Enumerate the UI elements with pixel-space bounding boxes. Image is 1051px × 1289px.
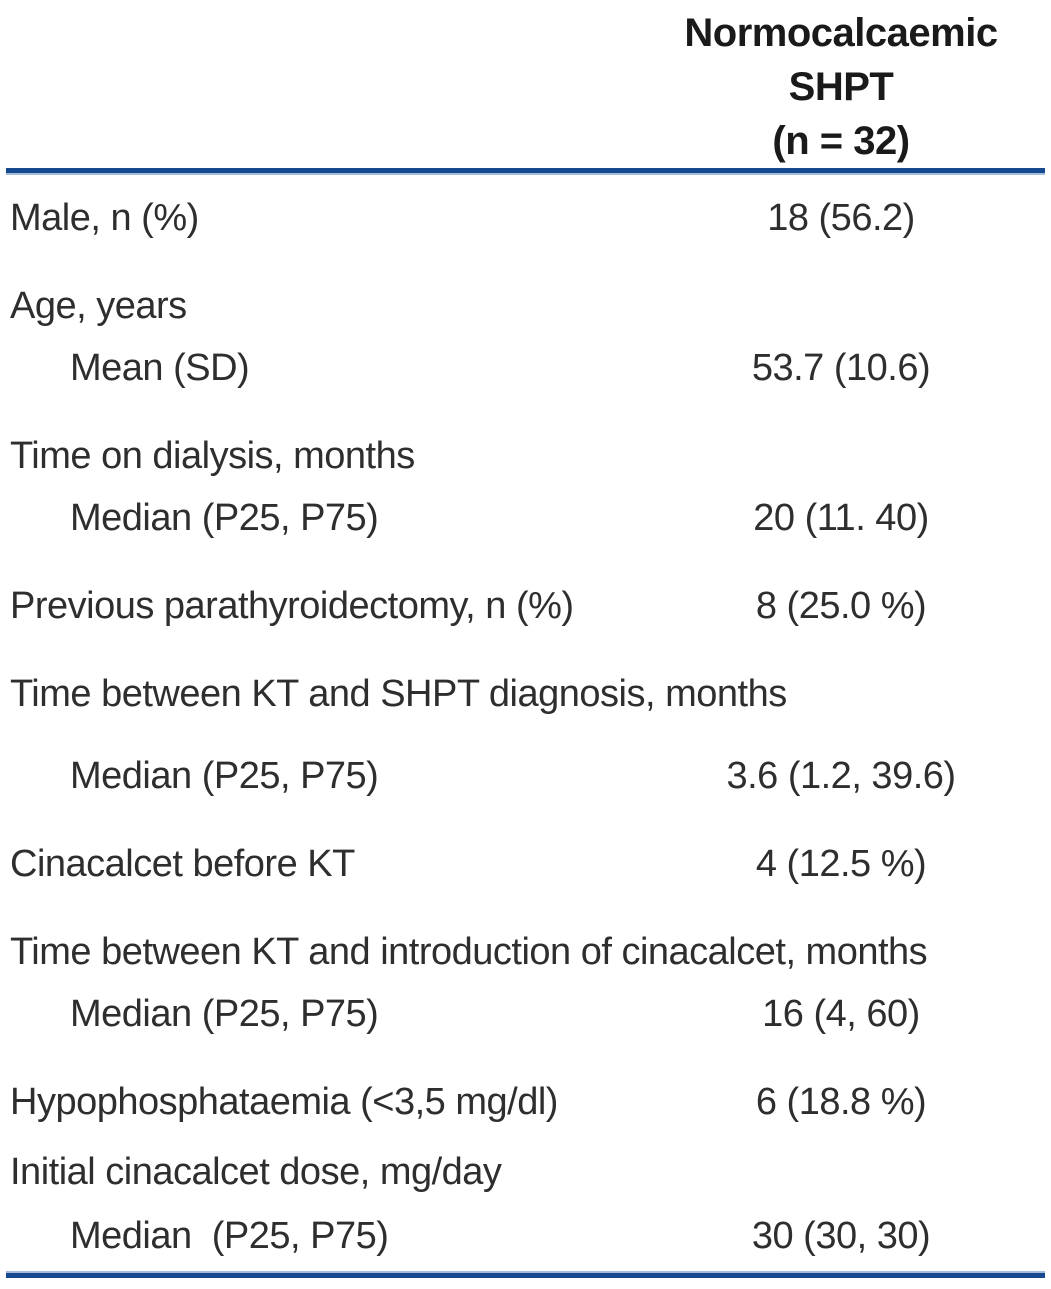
table-section: Age, years Mean (SD) 53.7 (10.6) xyxy=(10,282,1051,392)
table-row: Time between KT and SHPT diagnosis, mont… xyxy=(10,670,1051,718)
row-label: Cinacalcet before KT xyxy=(10,843,355,885)
row-value: 6 (18.8 %) xyxy=(755,1081,927,1123)
row-value: 30 (30, 30) xyxy=(751,1215,931,1257)
column-header-line: Normocalcaemic xyxy=(684,11,998,55)
row-value: 18 (56.2) xyxy=(767,197,915,239)
table-row: Median (P25, P75) 30 (30, 30) xyxy=(10,1212,1051,1260)
row-label: Median (P25, P75) xyxy=(70,1215,389,1257)
table-section: Previous parathyroidectomy, n (%) 8 (25.0… xyxy=(10,582,1051,630)
table-rule-top xyxy=(6,168,1045,175)
row-value: 16 (4, 60) xyxy=(762,993,920,1035)
table-row: Male, n (%) 18 (56.2) xyxy=(10,194,1051,242)
table-header-row: Normocalcaemic SHPT (n = 32) xyxy=(0,0,1051,168)
row-label: Median (P25, P75) xyxy=(70,497,379,539)
table-body: Male, n (%) 18 (56.2) Age, years Mean (SD) 5… xyxy=(0,175,1051,1260)
column-header-normocalcaemic-shpt: Normocalcaemic SHPT (n = 32) xyxy=(631,6,1051,168)
row-label: Hypophosphataemia (<3,5 mg/dl) xyxy=(10,1081,558,1123)
table-row: Median (P25, P75) 20 (11. 40) xyxy=(10,494,1051,542)
table-section: Hypophosphataemia (<3,5 mg/dl) 6 (18.8 %) xyxy=(10,1078,1051,1126)
table-row: Initial cinacalcet dose, mg/day xyxy=(10,1148,1051,1196)
table-section: Time between KT and introduction of cina… xyxy=(10,928,1051,1038)
row-value: 20 (11. 40) xyxy=(753,497,929,539)
row-value: 4 (12.5 %) xyxy=(755,843,927,885)
table-row: Previous parathyroidectomy, n (%) 8 (25.0… xyxy=(10,582,1051,630)
table-row: Median (P25, P75) 3.6 (1.2, 39.6) xyxy=(10,752,1051,800)
header-empty-cell xyxy=(0,6,631,168)
row-label: Initial cinacalcet dose, mg/day xyxy=(10,1151,502,1193)
row-label: Previous parathyroidectomy, n (%) xyxy=(10,585,574,627)
table-section: Male, n (%) 18 (56.2) xyxy=(10,194,1051,242)
table-section: Time on dialysis, months Median (P25, P75… xyxy=(10,432,1051,542)
row-label: Median (P25, P75) xyxy=(70,993,379,1035)
row-label: Mean (SD) xyxy=(70,347,250,389)
row-value: 53.7 (10.6) xyxy=(751,347,931,389)
table-row: Time between KT and introduction of cina… xyxy=(10,928,1051,976)
table-section: Cinacalcet before KT 4 (12.5 %) xyxy=(10,840,1051,888)
row-value: 8 (25.0 %) xyxy=(755,585,927,627)
row-label: Age, years xyxy=(10,285,187,327)
row-label: Male, n (%) xyxy=(10,197,199,239)
table-section: Initial cinacalcet dose, mg/day Median (P… xyxy=(10,1148,1051,1260)
table-section: Time between KT and SHPT diagnosis, mont… xyxy=(10,670,1051,800)
table-row: Cinacalcet before KT 4 (12.5 %) xyxy=(10,840,1051,888)
row-label: Median (P25, P75) xyxy=(70,755,379,797)
table-row: Mean (SD) 53.7 (10.6) xyxy=(10,344,1051,392)
table-row: Time on dialysis, months xyxy=(10,432,1051,480)
table-row: Median (P25, P75) 16 (4, 60) xyxy=(10,990,1051,1038)
column-header-line: (n = 32) xyxy=(772,119,910,163)
row-label: Time on dialysis, months xyxy=(10,435,415,477)
column-header-line: SHPT xyxy=(788,65,894,109)
row-value: 3.6 (1.2, 39.6) xyxy=(726,755,956,797)
table-rule-bottom xyxy=(6,1271,1045,1278)
table-row: Hypophosphataemia (<3,5 mg/dl) 6 (18.8 %) xyxy=(10,1078,1051,1126)
row-label: Time between KT and introduction of cina… xyxy=(10,931,928,973)
row-label: Time between KT and SHPT diagnosis, mont… xyxy=(10,673,787,715)
table-row: Age, years xyxy=(10,282,1051,330)
